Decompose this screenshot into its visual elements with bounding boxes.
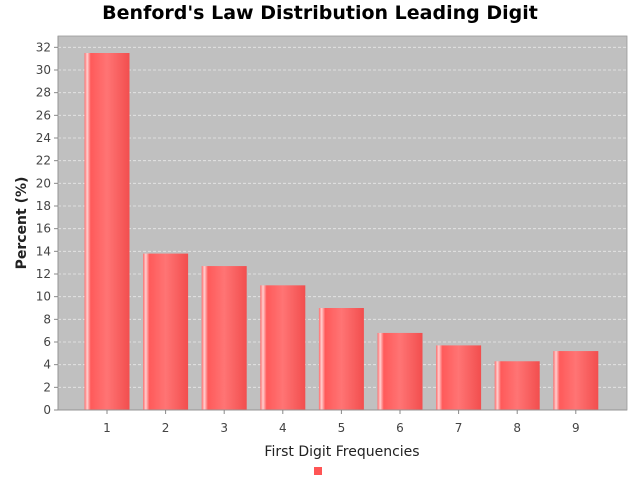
y-tick-label: 20 [36, 176, 51, 190]
x-tick-label: 3 [220, 421, 228, 435]
y-tick-label: 18 [36, 199, 51, 213]
x-tick-label: 6 [396, 421, 404, 435]
y-tick-label: 10 [36, 290, 51, 304]
x-tick-label: 8 [513, 421, 521, 435]
bar-4 [260, 285, 306, 410]
x-axis-ticks: 1 2 3 4 5 6 7 8 9 [103, 410, 580, 435]
x-tick-label: 7 [455, 421, 463, 435]
x-axis-label: First Digit Frequencies [264, 444, 419, 460]
y-tick-label: 30 [36, 63, 51, 77]
bar-2 [143, 253, 189, 410]
bar-8 [494, 361, 540, 410]
bar-7 [436, 345, 482, 410]
x-tick-label: 1 [103, 421, 111, 435]
y-tick-label: 8 [43, 312, 51, 326]
x-tick-label: 4 [279, 421, 287, 435]
bar-6 [377, 332, 423, 410]
bar-3 [201, 266, 247, 410]
bar-5 [318, 308, 364, 410]
y-axis-label: Percent (%) [14, 177, 30, 270]
y-tick-label: 28 [36, 86, 51, 100]
y-tick-label: 16 [36, 222, 51, 236]
y-tick-label: 26 [36, 108, 51, 122]
y-tick-label: 12 [36, 267, 51, 281]
y-tick-label: 2 [43, 380, 51, 394]
bar-9 [553, 351, 599, 410]
y-tick-label: 24 [36, 131, 51, 145]
legend-swatch [314, 467, 322, 475]
bar-1 [84, 53, 130, 410]
y-tick-label: 14 [36, 244, 51, 258]
y-tick-label: 0 [43, 403, 51, 417]
plot-border [57, 35, 628, 411]
x-tick-label: 2 [162, 421, 170, 435]
x-tick-label: 9 [572, 421, 580, 435]
y-tick-label: 6 [43, 335, 51, 349]
y-tick-label: 4 [43, 358, 51, 372]
axes [57, 35, 628, 411]
chart-title: Benford's Law Distribution Leading Digit [102, 2, 538, 24]
y-tick-label: 32 [36, 40, 51, 54]
x-tick-label: 5 [338, 421, 346, 435]
bars [84, 53, 599, 410]
y-tick-label: 22 [36, 154, 51, 168]
